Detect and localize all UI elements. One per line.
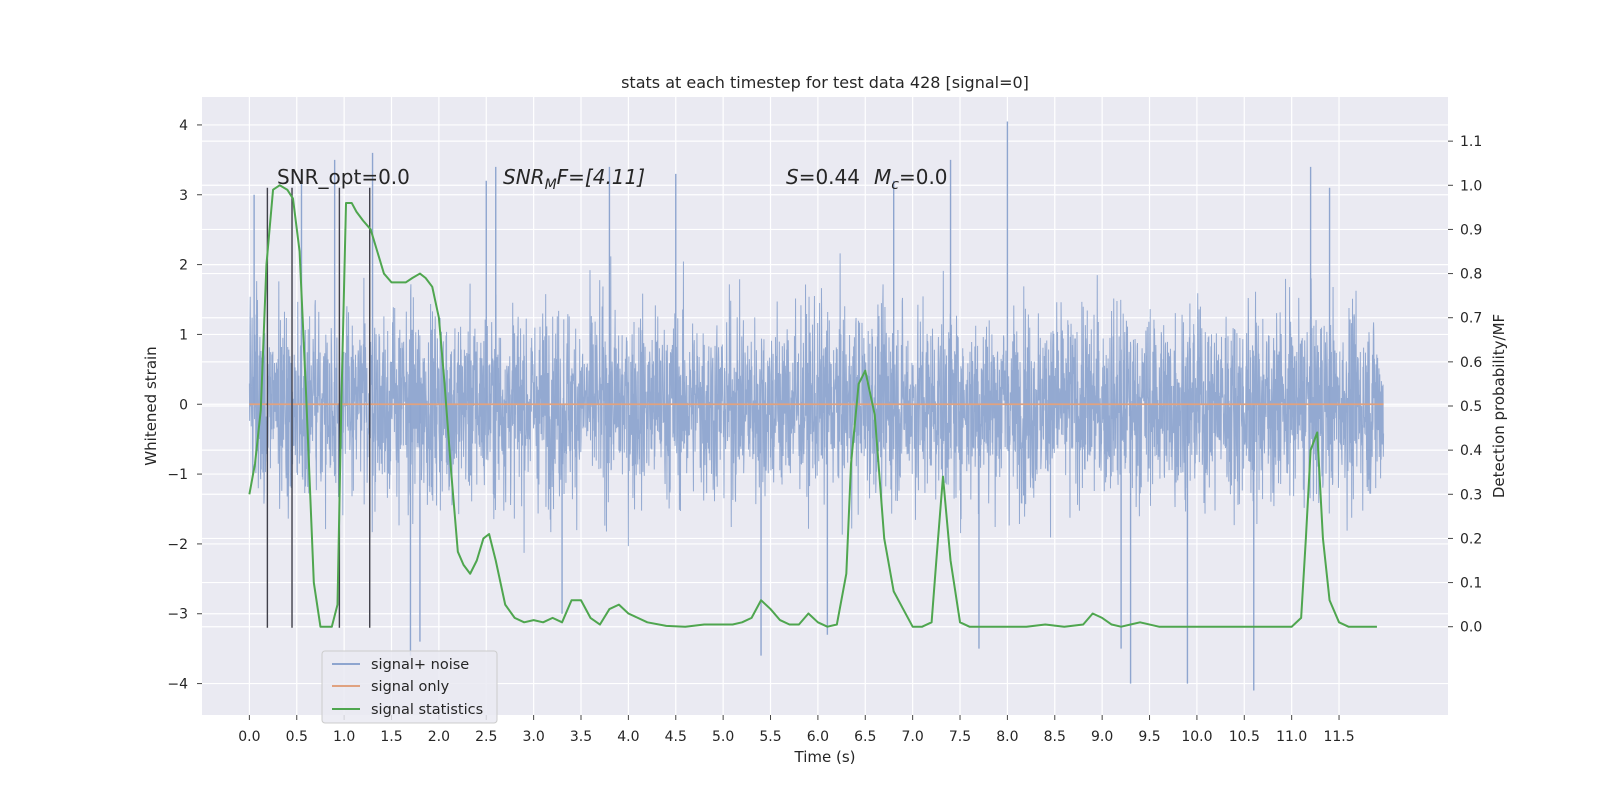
x-tick-label: 3.5 <box>570 729 592 745</box>
legend: signal+ noise signal only signal statist… <box>321 650 498 724</box>
annotation-s-mc: S=0.44 Mc=0.0 <box>786 165 948 193</box>
y-tick-label-left: 4 <box>179 118 188 134</box>
x-tick-label: 1.5 <box>380 729 402 745</box>
y-tick-label-left: −1 <box>167 467 188 483</box>
y-axis-label-right: Detection probability/MF <box>1490 314 1508 498</box>
legend-box <box>321 650 498 724</box>
x-tick-label: 7.0 <box>902 729 924 745</box>
x-tick-label: 4.5 <box>665 729 687 745</box>
x-tick-label: 10.5 <box>1229 729 1260 745</box>
legend-label-signal-statistics: signal statistics <box>371 702 483 718</box>
y-tick-label-left: 2 <box>179 258 188 274</box>
chart-title: stats at each timestep for test data 428… <box>621 73 1029 92</box>
y-tick-label-right: 0.2 <box>1460 531 1482 547</box>
x-tick-label: 1.0 <box>333 729 355 745</box>
annotation-snr-opt: SNR_opt=0.0 <box>277 165 410 189</box>
x-tick-label: 7.5 <box>949 729 971 745</box>
x-tick-label: 6.5 <box>854 729 876 745</box>
x-tick-label: 10.0 <box>1181 729 1212 745</box>
y-tick-label-right: 0.0 <box>1460 620 1482 636</box>
x-tick-label: 2.5 <box>475 729 497 745</box>
signal-noise-line <box>248 253 1385 553</box>
x-tick-label: 9.0 <box>1091 729 1113 745</box>
signal-statistics-line <box>248 184 1377 628</box>
x-tick-label: 6.0 <box>807 729 829 745</box>
tick-labels: 0.0 0.5 1.0 1.5 2.0 2.5 3.0 3.5 4.0 4.5 5.0 5.5 6.0 6… <box>167 118 1482 745</box>
x-tick-label: 9.5 <box>1138 729 1160 745</box>
annotation-snr-mf: SNRMF=[4.11] <box>503 165 645 193</box>
x-axis-label: Time (s) <box>794 748 856 766</box>
y-tick-label-right: 0.3 <box>1460 487 1482 503</box>
y-tick-label-right: 0.4 <box>1460 443 1482 459</box>
series-signal-statistics <box>248 184 1377 628</box>
x-tick-label: 5.5 <box>759 729 781 745</box>
y-tick-label-left: −2 <box>167 537 188 553</box>
y-tick-label-right: 0.6 <box>1460 355 1482 371</box>
legend-label-signal-noise: signal+ noise <box>371 657 469 673</box>
x-tick-label: 2.0 <box>428 729 450 745</box>
y-tick-label-left: 3 <box>179 188 188 204</box>
x-tick-label: 11.0 <box>1276 729 1307 745</box>
y-tick-label-left: 1 <box>179 327 188 343</box>
y-tick-label-left: −4 <box>167 677 188 693</box>
y-tick-label-right: 0.7 <box>1460 311 1482 327</box>
legend-label-signal-only: signal only <box>371 679 450 695</box>
x-tick-label: 0.5 <box>286 729 308 745</box>
y-tick-label-right: 0.9 <box>1460 222 1482 238</box>
x-tick-label: 11.5 <box>1323 729 1354 745</box>
x-tick-label: 5.0 <box>712 729 734 745</box>
x-tick-label: 4.0 <box>617 729 639 745</box>
x-tick-label: 8.0 <box>996 729 1018 745</box>
y-tick-label-right: 1.1 <box>1460 134 1482 150</box>
y-tick-label-right: 0.1 <box>1460 576 1482 592</box>
x-tick-label: 8.5 <box>1044 729 1066 745</box>
y-tick-label-left: 0 <box>179 397 188 413</box>
y-tick-label-left: −3 <box>167 607 188 623</box>
y-tick-label-right: 0.8 <box>1460 267 1482 283</box>
y-axis-label-left: Whitened strain <box>142 346 160 465</box>
x-tick-label: 0.0 <box>238 729 260 745</box>
y-tick-label-right: 1.0 <box>1460 178 1482 194</box>
x-tick-label: 3.0 <box>523 729 545 745</box>
y-tick-label-right: 0.5 <box>1460 399 1482 415</box>
